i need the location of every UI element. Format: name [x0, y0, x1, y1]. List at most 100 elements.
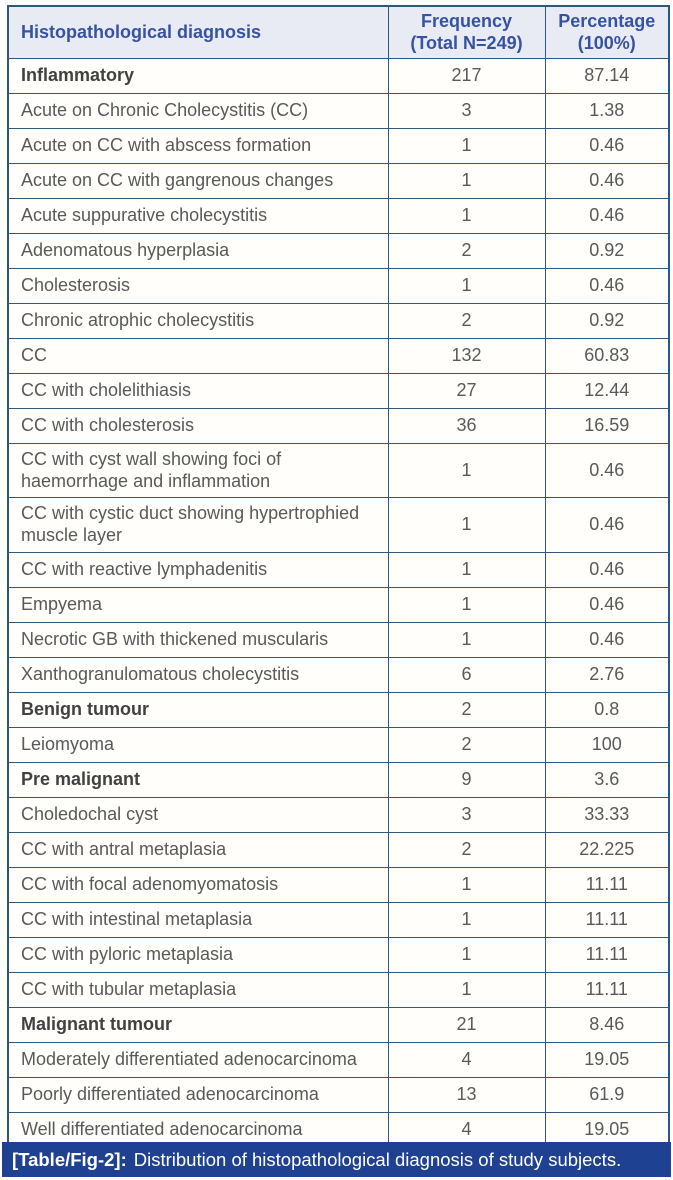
frequency-cell: 1	[387, 621, 546, 658]
diagnosis-cell: Xanthogranulomatous cholecystitis	[7, 656, 389, 693]
diagnosis-cell: Pre malignant	[7, 761, 389, 798]
table-row: Cholesterosis 1 0.46	[7, 268, 670, 305]
column-header-diagnosis: Histopathological diagnosis	[7, 5, 389, 60]
frequency-cell: 1	[387, 586, 546, 623]
percentage-cell: 33.33	[544, 796, 670, 833]
frequency-cell: 4	[387, 1111, 546, 1148]
frequency-cell: 21	[387, 1006, 546, 1043]
percentage-cell: 11.11	[544, 866, 670, 903]
table-body: Inflammatory 217 87.14 Acute on Chronic …	[7, 58, 670, 1148]
percentage-cell: 12.44	[544, 373, 670, 410]
percentage-cell: 8.46	[544, 1006, 670, 1043]
table-row: CC with cholesterosis 36 16.59	[7, 408, 670, 445]
percentage-cell: 0.92	[544, 233, 670, 270]
diagnosis-cell: CC with intestinal metaplasia	[7, 901, 389, 938]
table-row: Acute on Chronic Cholecystitis (CC) 3 1.…	[7, 93, 670, 130]
frequency-cell: 1	[387, 936, 546, 973]
diagnosis-cell: Acute on Chronic Cholecystitis (CC)	[7, 93, 389, 130]
table-row: Necrotic GB with thickened muscularis 1 …	[7, 621, 670, 658]
percentage-cell: 0.92	[544, 303, 670, 340]
table-row: Moderately differentiated adenocarcinoma…	[7, 1041, 670, 1078]
table-header: Histopathological diagnosis Frequency (T…	[7, 5, 670, 60]
diagnosis-cell: CC with antral metaplasia	[7, 831, 389, 868]
frequency-cell: 1	[387, 497, 546, 553]
frequency-cell: 4	[387, 1041, 546, 1078]
percentage-cell: 3.6	[544, 761, 670, 798]
diagnosis-cell: Leiomyoma	[7, 726, 389, 763]
table-row: Inflammatory 217 87.14	[7, 58, 670, 95]
frequency-cell: 2	[387, 691, 546, 728]
frequency-cell: 1	[387, 901, 546, 938]
frequency-cell: 1	[387, 163, 546, 200]
table-row: CC with cystic duct showing hypertrophie…	[7, 497, 670, 553]
percentage-cell: 16.59	[544, 408, 670, 445]
diagnosis-cell: Empyema	[7, 586, 389, 623]
percentage-cell: 0.46	[544, 128, 670, 165]
frequency-cell: 132	[387, 338, 546, 375]
frequency-cell: 217	[387, 58, 546, 95]
percentage-cell: 11.11	[544, 936, 670, 973]
caption-text: Distribution of histopathological diagno…	[133, 1148, 622, 1170]
table-row: CC with reactive lymphadenitis 1 0.46	[7, 551, 670, 588]
percentage-cell: 0.46	[544, 621, 670, 658]
frequency-cell: 2	[387, 831, 546, 868]
header-row: Histopathological diagnosis Frequency (T…	[7, 5, 670, 60]
diagnosis-cell: Malignant tumour	[7, 1006, 389, 1043]
percentage-cell: 0.46	[544, 551, 670, 588]
percentage-cell: 0.46	[544, 268, 670, 305]
frequency-cell: 1	[387, 443, 546, 499]
frequency-cell: 2	[387, 726, 546, 763]
table-row: CC with pyloric metaplasia 1 11.11	[7, 936, 670, 973]
frequency-cell: 1	[387, 866, 546, 903]
diagnosis-cell: CC with cyst wall showing foci of haemor…	[7, 443, 389, 499]
percentage-cell: 61.9	[544, 1076, 670, 1113]
diagnosis-cell: CC with cholelithiasis	[7, 373, 389, 410]
diagnosis-cell: Poorly differentiated adenocarcinoma	[7, 1076, 389, 1113]
percentage-cell: 60.83	[544, 338, 670, 375]
percentage-cell: 0.46	[544, 586, 670, 623]
diagnosis-cell: Adenomatous hyperplasia	[7, 233, 389, 270]
table-row: Xanthogranulomatous cholecystitis 6 2.76	[7, 656, 670, 693]
frequency-cell: 2	[387, 233, 546, 270]
table-row: Poorly differentiated adenocarcinoma 13 …	[7, 1076, 670, 1113]
table-row: CC with tubular metaplasia 1 11.11	[7, 971, 670, 1008]
frequency-cell: 9	[387, 761, 546, 798]
percentage-cell: 19.05	[544, 1041, 670, 1078]
frequency-cell: 6	[387, 656, 546, 693]
histopathology-table-wrap: Histopathological diagnosis Frequency (T…	[7, 5, 670, 1149]
table-row: Acute on CC with gangrenous changes 1 0.…	[7, 163, 670, 200]
percentage-cell: 0.46	[544, 198, 670, 235]
table-row: Acute on CC with abscess formation 1 0.4…	[7, 128, 670, 165]
column-header-percentage: Percentage (100%)	[544, 5, 670, 60]
frequency-cell: 27	[387, 373, 546, 410]
percentage-cell: 11.11	[544, 971, 670, 1008]
diagnosis-cell: Cholesterosis	[7, 268, 389, 305]
diagnosis-cell: Benign tumour	[7, 691, 389, 728]
frequency-cell: 3	[387, 796, 546, 833]
diagnosis-cell: CC with cystic duct showing hypertrophie…	[7, 497, 389, 553]
frequency-cell: 2	[387, 303, 546, 340]
percentage-cell: 1.38	[544, 93, 670, 130]
percentage-cell: 11.11	[544, 901, 670, 938]
table-caption: [Table/Fig-2]: Distribution of histopath…	[2, 1142, 671, 1177]
diagnosis-cell: Moderately differentiated adenocarcinoma	[7, 1041, 389, 1078]
frequency-cell: 3	[387, 93, 546, 130]
diagnosis-cell: Acute on CC with gangrenous changes	[7, 163, 389, 200]
table-row: Chronic atrophic cholecystitis 2 0.92	[7, 303, 670, 340]
table-row: Adenomatous hyperplasia 2 0.92	[7, 233, 670, 270]
diagnosis-cell: Choledochal cyst	[7, 796, 389, 833]
diagnosis-cell: Well differentiated adenocarcinoma	[7, 1111, 389, 1148]
diagnosis-cell: Acute on CC with abscess formation	[7, 128, 389, 165]
caption-label: [Table/Fig-2]:	[12, 1148, 127, 1170]
percentage-cell: 2.76	[544, 656, 670, 693]
table-row: Acute suppurative cholecystitis 1 0.46	[7, 198, 670, 235]
histopathology-table: Histopathological diagnosis Frequency (T…	[7, 5, 670, 1149]
table-row: CC 132 60.83	[7, 338, 670, 375]
percentage-cell: 19.05	[544, 1111, 670, 1148]
table-row: Benign tumour 2 0.8	[7, 691, 670, 728]
diagnosis-cell: CC with tubular metaplasia	[7, 971, 389, 1008]
table-row: CC with focal adenomyomatosis 1 11.11	[7, 866, 670, 903]
percentage-cell: 87.14	[544, 58, 670, 95]
column-header-frequency: Frequency (Total N=249)	[387, 5, 546, 60]
